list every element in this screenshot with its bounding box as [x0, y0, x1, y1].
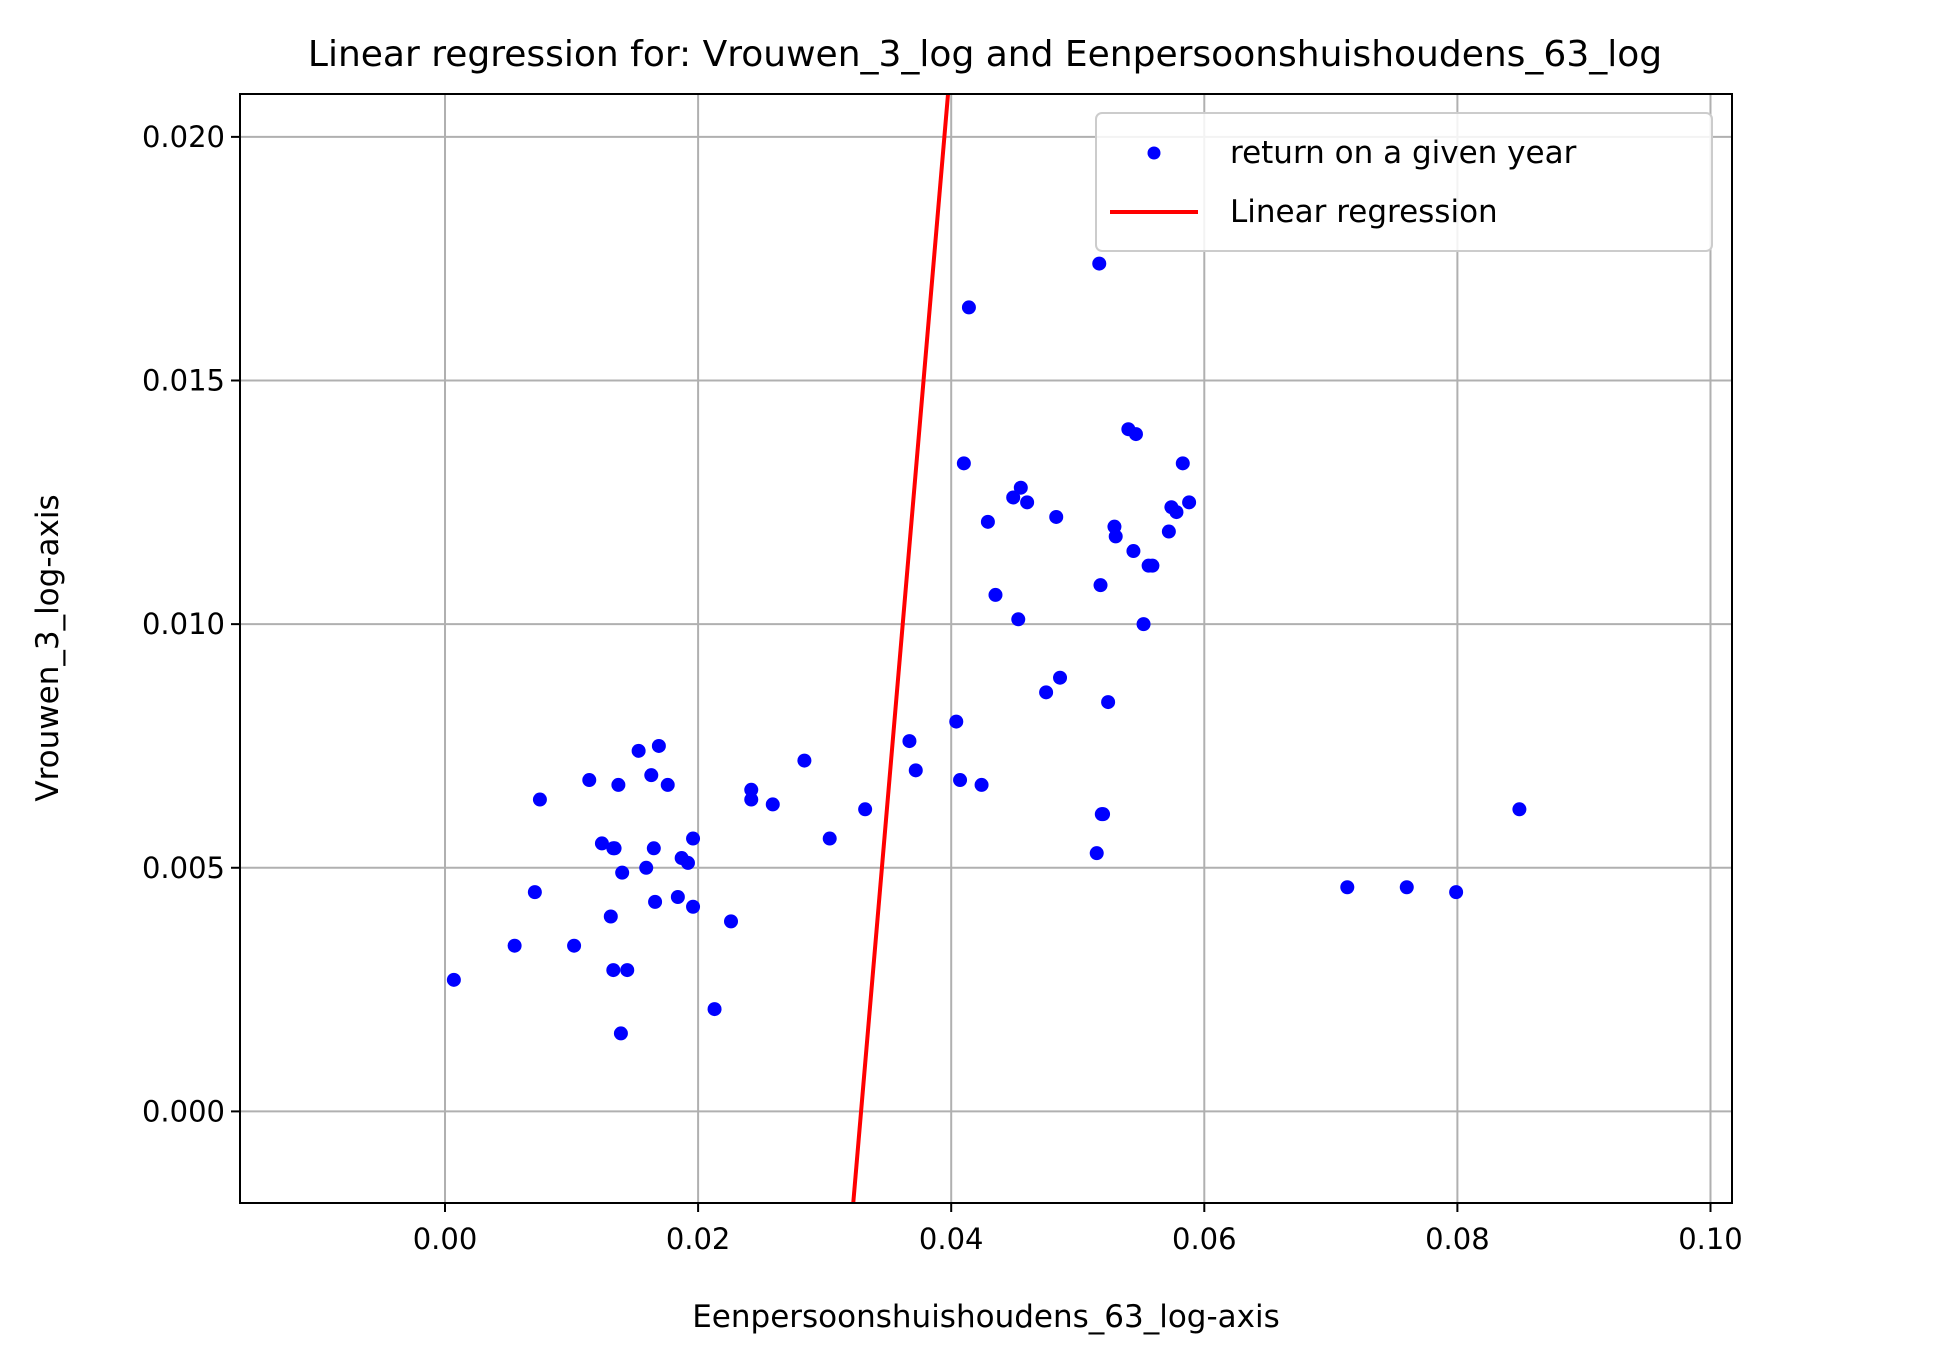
- data-point: [956, 456, 971, 471]
- data-point: [532, 792, 547, 807]
- data-point: [1101, 695, 1116, 710]
- legend-box: [1095, 112, 1713, 252]
- data-point: [988, 587, 1003, 602]
- x-tick-label: 0.04: [919, 1222, 984, 1256]
- data-point: [613, 1026, 628, 1041]
- x-tick-label: 0.06: [1172, 1222, 1237, 1256]
- plot-frame: [239, 93, 1733, 1204]
- y-tick-label: 0.015: [142, 364, 225, 398]
- data-point: [1161, 524, 1176, 539]
- data-point: [724, 914, 739, 929]
- data-point: [949, 714, 964, 729]
- data-point: [908, 763, 923, 778]
- x-axis-label: Eenpersoonshuishoudens_63_log-axis: [692, 1299, 1280, 1335]
- data-point: [961, 300, 976, 315]
- data-point: [646, 841, 661, 856]
- data-point: [1108, 529, 1123, 544]
- data-point: [1136, 617, 1151, 632]
- data-point: [974, 777, 989, 792]
- data-point: [670, 890, 685, 905]
- data-point: [1182, 495, 1197, 510]
- data-point: [620, 963, 635, 978]
- data-point: [902, 734, 917, 749]
- data-point: [1399, 880, 1414, 895]
- data-point: [953, 773, 968, 788]
- data-point: [858, 802, 873, 817]
- data-point: [765, 797, 780, 812]
- data-point: [1020, 495, 1035, 510]
- x-axis-ticks: 0.00 0.02 0.04 0.06 0.08 0.10: [413, 1203, 1743, 1256]
- data-point: [1039, 685, 1054, 700]
- x-tick-label: 0.02: [666, 1222, 731, 1256]
- data-point: [744, 782, 759, 797]
- data-point: [611, 777, 626, 792]
- data-point: [1512, 802, 1527, 817]
- data-point: [822, 831, 837, 846]
- data-point: [648, 894, 663, 909]
- y-tick-label: 0.005: [142, 851, 225, 885]
- y-axis-label: Vrouwen_3_log-axis: [30, 494, 66, 801]
- data-point: [606, 963, 621, 978]
- data-point: [615, 865, 630, 880]
- data-point: [639, 860, 654, 875]
- data-point: [582, 773, 597, 788]
- data-point: [1340, 880, 1355, 895]
- data-point: [607, 841, 622, 856]
- legend-marker-scatter: [1147, 146, 1161, 160]
- data-point: [1053, 670, 1068, 685]
- regression-line: [851, 94, 951, 1203]
- data-point: [1126, 544, 1141, 559]
- data-point: [686, 831, 701, 846]
- data-point: [1145, 558, 1160, 573]
- y-axis-ticks: 0.000 0.005 0.010 0.015 0.020: [142, 120, 240, 1128]
- data-point: [707, 1002, 722, 1017]
- data-point: [1006, 490, 1021, 505]
- x-tick-label: 0.08: [1425, 1222, 1490, 1256]
- data-point: [651, 738, 666, 753]
- data-point: [446, 972, 461, 987]
- scatter-points-layer: [446, 256, 1527, 1041]
- data-point: [1175, 456, 1190, 471]
- data-point: [567, 938, 582, 953]
- data-point: [1096, 807, 1111, 822]
- legend-label-line: Linear regression: [1230, 194, 1498, 230]
- plot-area: [446, 94, 1527, 1203]
- data-point: [980, 514, 995, 529]
- data-point: [507, 938, 522, 953]
- data-point: [744, 792, 759, 807]
- data-point: [1049, 509, 1064, 524]
- data-point: [1449, 885, 1464, 900]
- data-point: [1013, 480, 1028, 495]
- data-point: [1093, 578, 1108, 593]
- x-tick-label: 0.10: [1678, 1222, 1743, 1256]
- data-point: [1128, 427, 1143, 442]
- data-point: [1169, 505, 1184, 520]
- data-point: [644, 768, 659, 783]
- chart-title: Linear regression for: Vrouwen_3_log and…: [308, 34, 1662, 75]
- data-point: [1011, 612, 1026, 627]
- legend-label-scatter: return on a given year: [1230, 135, 1577, 171]
- data-point: [631, 743, 646, 758]
- data-point: [797, 753, 812, 768]
- data-point: [660, 777, 675, 792]
- y-tick-label: 0.020: [142, 120, 225, 154]
- x-tick-label: 0.00: [413, 1222, 478, 1256]
- data-point: [594, 836, 609, 851]
- legend: return on a given year Linear regression: [1095, 112, 1713, 252]
- y-tick-label: 0.000: [142, 1094, 225, 1128]
- y-tick-label: 0.010: [142, 607, 225, 641]
- data-point: [527, 885, 542, 900]
- data-point: [1089, 846, 1104, 861]
- regression-line-layer: [851, 94, 951, 1203]
- data-point: [603, 909, 618, 924]
- data-point: [1092, 256, 1107, 271]
- data-point: [686, 899, 701, 914]
- data-point: [680, 855, 695, 870]
